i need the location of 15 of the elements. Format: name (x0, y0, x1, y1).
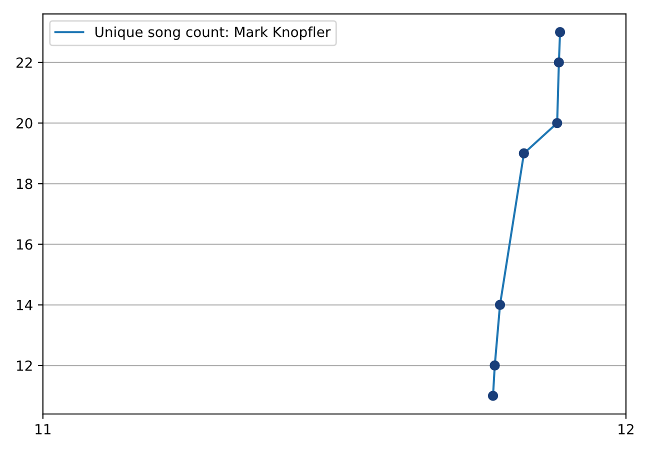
point (488, 390, 498, 401)
y-tick-label: 16 (17, 239, 32, 250)
legend-label: Unique song count: Mark Knopfler (95, 26, 331, 40)
y-tick-label: 14 (17, 300, 32, 310)
y-tick-label: 20 (16, 118, 32, 129)
point (552, 118, 562, 128)
point (554, 27, 566, 38)
y-tick-label: 12 (17, 360, 32, 371)
point (494, 300, 506, 310)
y-tick-label: 22 (16, 57, 32, 68)
point (518, 148, 530, 158)
y-tick-label: 18 (17, 178, 32, 190)
x-tick-label: 11 (36, 424, 50, 434)
point (554, 57, 564, 68)
point (490, 360, 500, 371)
